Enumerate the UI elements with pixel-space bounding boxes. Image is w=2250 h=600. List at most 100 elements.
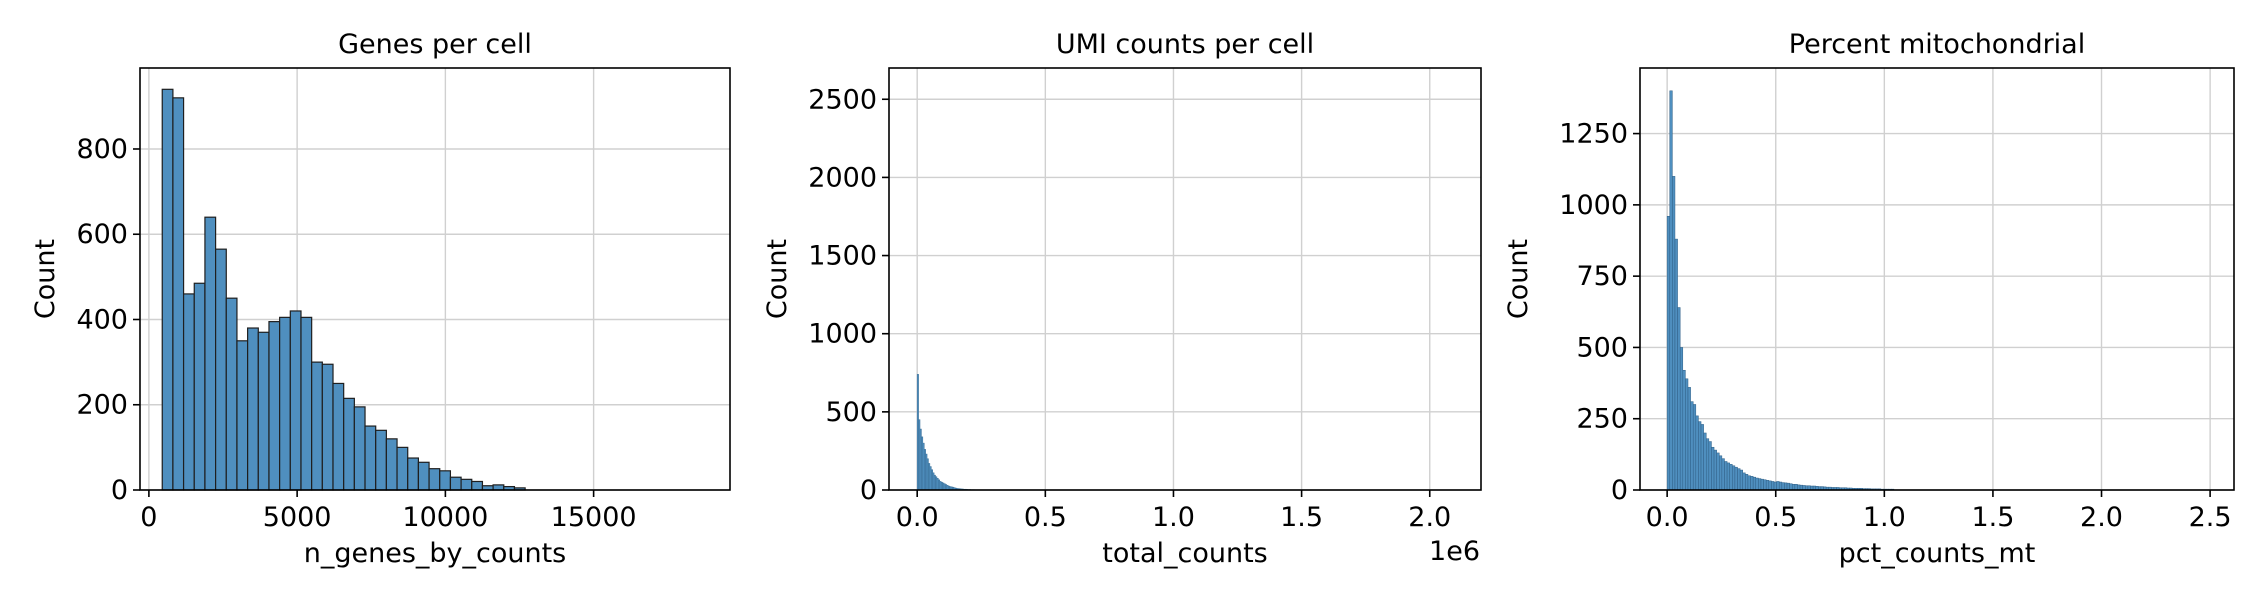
histogram-bar (1705, 438, 1710, 491)
histogram-bar (1669, 90, 1673, 491)
histogram-bar (449, 476, 462, 491)
histogram-bar (428, 468, 441, 491)
histogram-bar (1724, 461, 1728, 491)
histogram-bar (1763, 479, 1767, 491)
x-tick-label: 0 (140, 502, 157, 533)
histogram-bar (1698, 421, 1702, 491)
histogram-bar (279, 316, 291, 491)
y-tick-label: 500 (825, 397, 877, 428)
histogram-bar (172, 97, 185, 491)
histogram-bar (289, 310, 302, 491)
plot-frame (888, 67, 1482, 491)
y-tick-label: 200 (76, 390, 128, 421)
histogram-bar (182, 293, 195, 491)
histogram-bar (225, 297, 238, 491)
histogram-bar (375, 429, 387, 491)
chart-title: Genes per cell (338, 29, 532, 60)
histogram-bar (460, 478, 473, 491)
histogram-bar (1703, 432, 1707, 491)
histogram-bar (1794, 484, 1798, 491)
histogram-bar (1791, 484, 1796, 491)
histogram-bar (236, 340, 249, 491)
plot-frame (139, 67, 731, 491)
y-tick-label: 2500 (808, 84, 877, 115)
y-tick-label: 1250 (1559, 119, 1628, 150)
histogram-bar (1739, 469, 1743, 491)
x-axis-offset-label: 1e6 (1429, 536, 1480, 567)
chart-title: UMI counts per cell (1056, 29, 1314, 60)
y-tick-label: 0 (111, 475, 128, 506)
histogram-bar (1781, 482, 1785, 491)
histogram-bar (1778, 481, 1783, 491)
histogram-bar (1755, 477, 1759, 491)
histogram-bar (204, 216, 217, 491)
y-tick-label: 750 (1576, 261, 1628, 292)
histogram-bar (1711, 446, 1715, 491)
histogram-bar (1674, 238, 1678, 491)
histogram-bar (1679, 347, 1684, 491)
x-tick-label: 15000 (551, 502, 637, 533)
panel-percent-mitochondrial: Percent mitochondrial 0.0 0.5 1.0 1.5 2.0 2.5… (1503, 29, 2235, 569)
histogram-bar (1687, 387, 1691, 491)
x-axis-label: pct_counts_mt (1839, 538, 2036, 569)
y-tick-label: 1500 (808, 241, 877, 272)
histogram-bar (268, 321, 281, 491)
chart-title: Percent mitochondrial (1789, 29, 2085, 60)
x-tick-label: 5000 (263, 502, 332, 533)
x-tick-label: 2.5 (2189, 502, 2232, 533)
histogram-bar (1721, 458, 1725, 491)
histogram-bar (1750, 476, 1754, 491)
x-axis-label: total_counts (1102, 538, 1267, 569)
histogram-bar (385, 438, 398, 491)
histogram-bar (1773, 481, 1777, 491)
x-axis-label: n_genes_by_counts (304, 538, 567, 569)
x-tick-label: 10000 (402, 502, 488, 533)
histogram-bar (1666, 216, 1671, 491)
histogram-bar (407, 457, 419, 491)
y-tick-label: 800 (76, 134, 128, 165)
histogram-bar (1719, 455, 1723, 491)
plot-frame (1639, 67, 2235, 491)
histogram-bar (1752, 476, 1757, 491)
y-axis-label: Count (762, 239, 793, 319)
x-tick-label: 0.5 (1754, 502, 1797, 533)
histogram-bar (1672, 176, 1676, 491)
histogram-bar (1734, 466, 1738, 491)
histogram-bar (1700, 424, 1704, 491)
histogram-bar (1708, 441, 1712, 491)
histogram-bar (1768, 480, 1772, 491)
histogram-bar (215, 248, 227, 491)
histogram-bar (311, 361, 323, 491)
x-tick-label: 2.0 (1408, 502, 1451, 533)
histogram-bar (1771, 481, 1775, 491)
histogram-bar (1758, 478, 1762, 491)
histogram-bar (1732, 465, 1736, 491)
y-tick-label: 250 (1576, 404, 1628, 435)
histogram-bar (300, 316, 313, 491)
histogram-bar (1776, 481, 1780, 491)
histogram-bar (1784, 482, 1788, 491)
histogram-bar (1729, 464, 1733, 491)
x-tick-label: 0.0 (1646, 502, 1689, 533)
histogram-bar (1716, 452, 1720, 491)
histogram-bar (161, 88, 174, 491)
y-tick-label: 1000 (808, 319, 877, 350)
panel-genes-per-cell: Genes per cell 0 5000 10000 15000 0 200 400 600… (30, 29, 731, 569)
histogram-bar (471, 480, 484, 491)
y-tick-label: 0 (1611, 475, 1628, 506)
x-tick-label: 0.0 (896, 502, 939, 533)
histogram-bar (1685, 378, 1689, 491)
histogram-bar (1737, 468, 1741, 491)
y-tick-label: 600 (76, 219, 128, 250)
histogram-bar (439, 470, 452, 491)
histogram-bar (1695, 415, 1699, 491)
y-axis-label: Count (1503, 239, 1534, 319)
x-tick-label: 1.5 (1280, 502, 1323, 533)
y-tick-label: 500 (1576, 332, 1628, 363)
histogram-bar (396, 446, 409, 491)
x-tick-label: 1.0 (1152, 502, 1195, 533)
histogram-bar (1760, 478, 1764, 491)
histogram-bar (332, 382, 345, 491)
y-axis-label: Count (30, 239, 61, 319)
histogram-bar (1692, 404, 1697, 491)
